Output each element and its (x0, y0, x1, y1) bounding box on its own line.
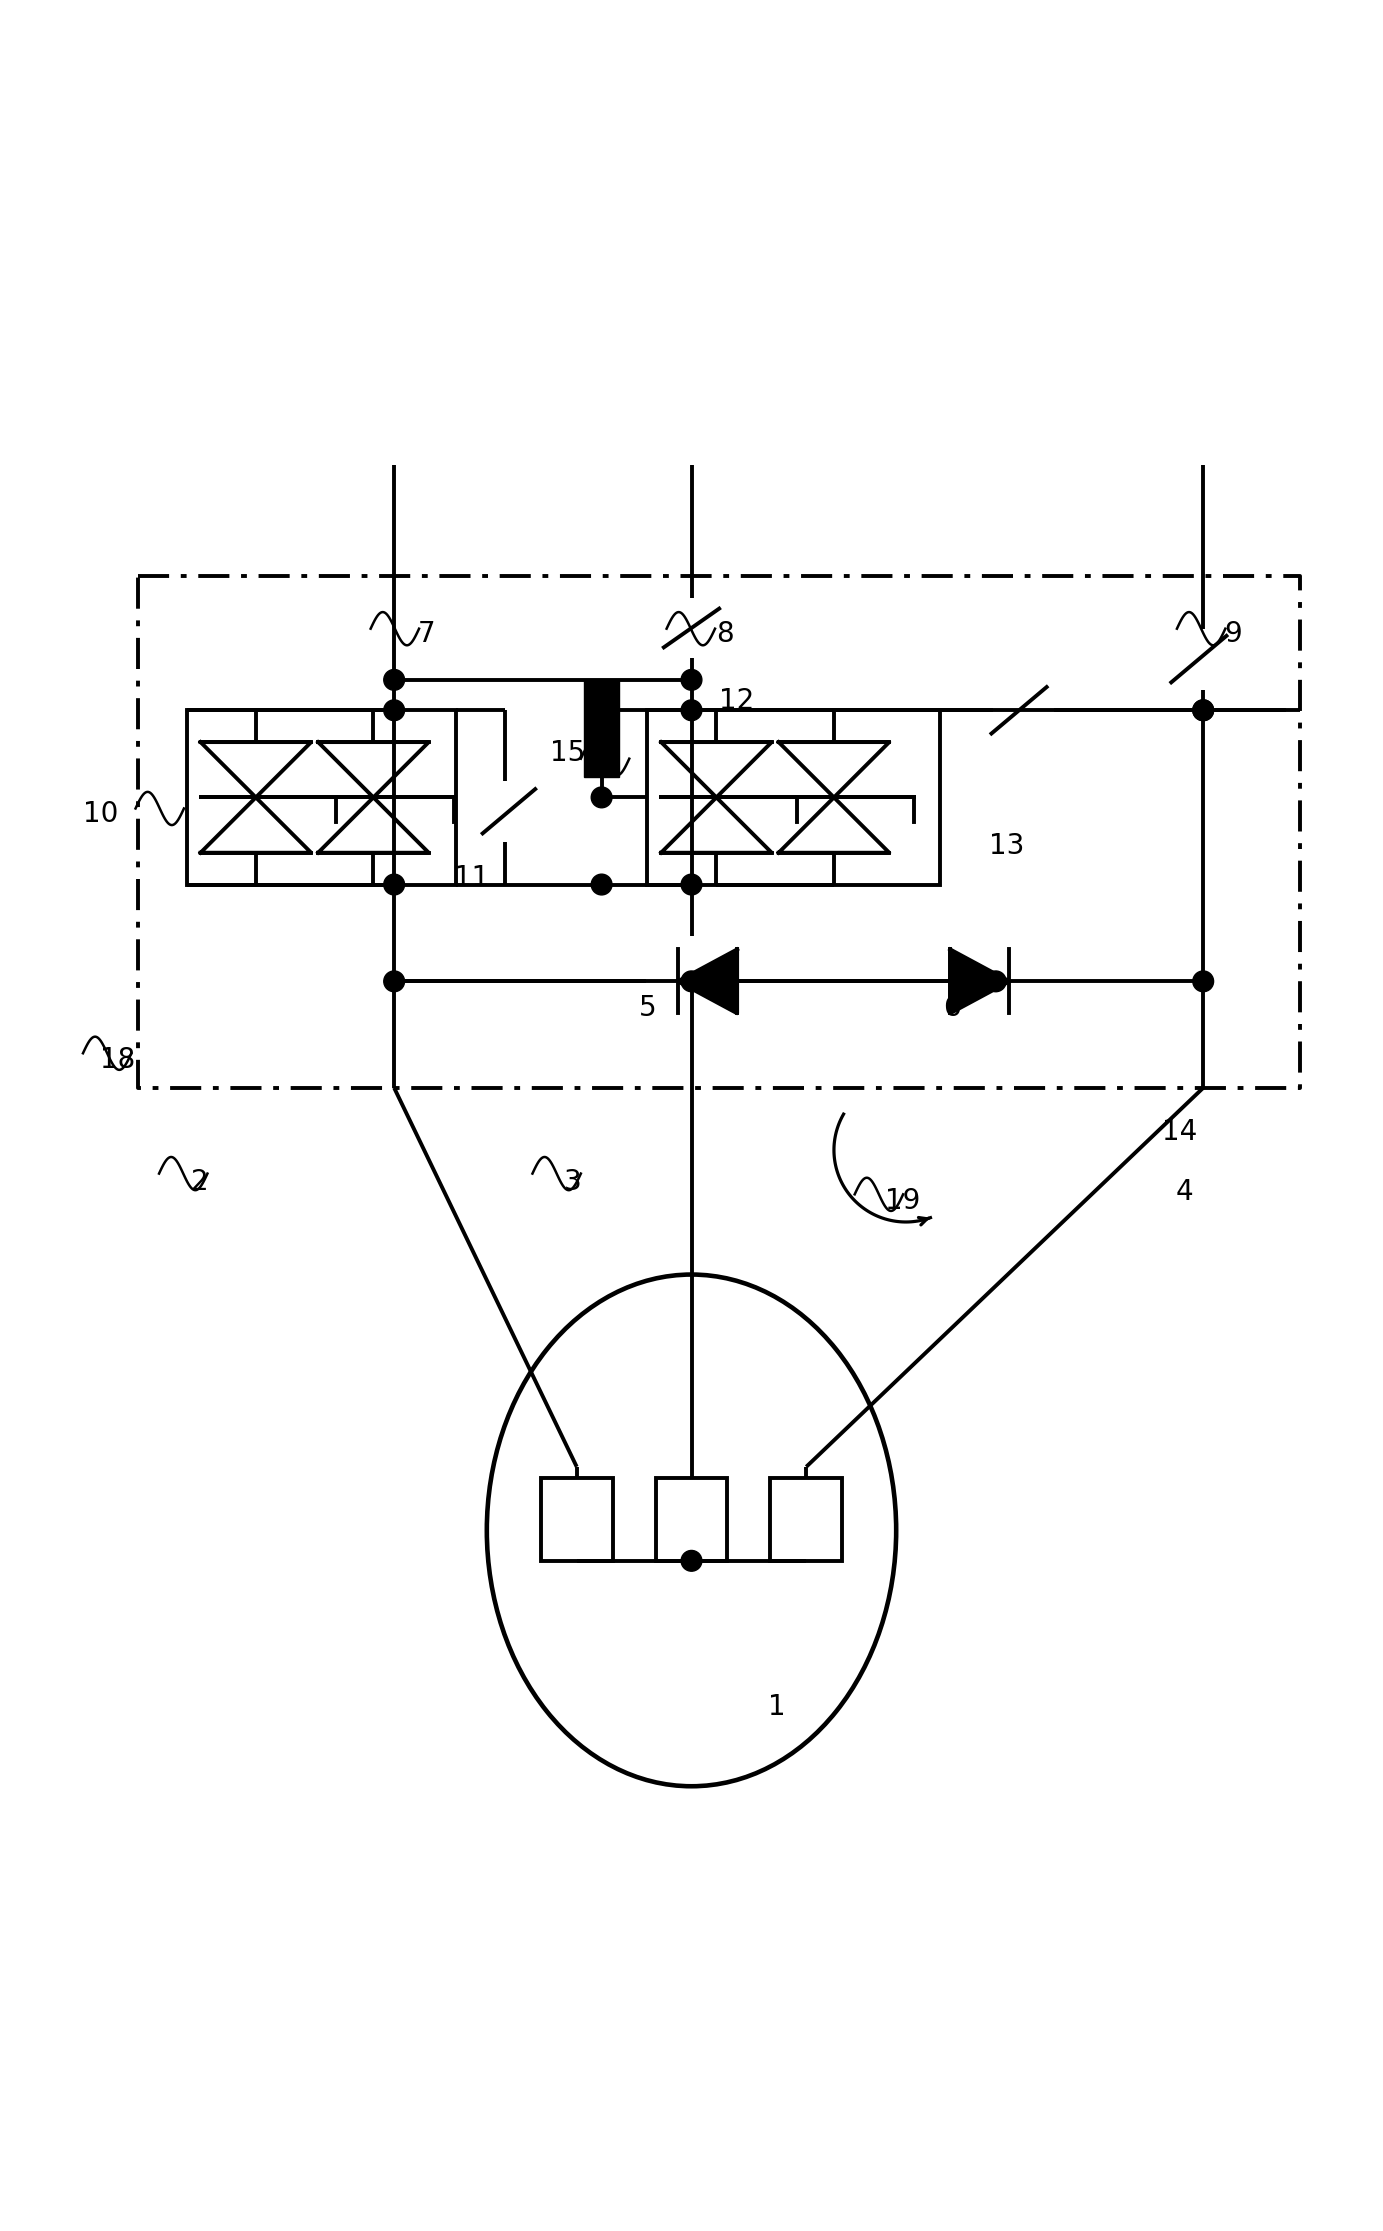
Text: 1: 1 (768, 1693, 786, 1722)
Circle shape (682, 701, 701, 721)
Circle shape (383, 669, 404, 689)
Circle shape (383, 701, 404, 721)
Text: 3: 3 (564, 1167, 582, 1196)
Text: 4: 4 (1176, 1178, 1194, 1205)
Text: 19: 19 (885, 1187, 921, 1216)
Bar (541, 1477, 613, 1562)
Bar (187, 709, 456, 883)
Circle shape (682, 970, 701, 993)
Circle shape (682, 875, 701, 895)
Text: 15: 15 (550, 738, 585, 767)
Text: 12: 12 (719, 687, 754, 714)
Text: 5: 5 (639, 993, 657, 1022)
Bar (647, 709, 940, 883)
Bar (656, 1477, 727, 1562)
Circle shape (1192, 701, 1214, 721)
Text: 11: 11 (454, 863, 488, 892)
Polygon shape (950, 950, 1010, 1013)
Circle shape (1192, 970, 1214, 993)
Text: 10: 10 (83, 801, 119, 828)
Text: 8: 8 (716, 620, 734, 649)
Bar (770, 1477, 842, 1562)
Text: 14: 14 (1162, 1118, 1196, 1147)
Text: 6: 6 (943, 993, 961, 1022)
Circle shape (383, 970, 404, 993)
Circle shape (592, 788, 611, 808)
Circle shape (383, 875, 404, 895)
Circle shape (682, 1551, 701, 1571)
Text: 9: 9 (1224, 620, 1242, 649)
Text: 18: 18 (100, 1046, 134, 1073)
Bar (584, 680, 620, 776)
Circle shape (682, 669, 701, 689)
Circle shape (1192, 701, 1214, 721)
Circle shape (592, 875, 611, 895)
Polygon shape (678, 950, 737, 1013)
Text: 7: 7 (418, 620, 436, 649)
Text: 2: 2 (191, 1167, 209, 1196)
Circle shape (985, 970, 1005, 993)
Text: 13: 13 (989, 832, 1025, 859)
